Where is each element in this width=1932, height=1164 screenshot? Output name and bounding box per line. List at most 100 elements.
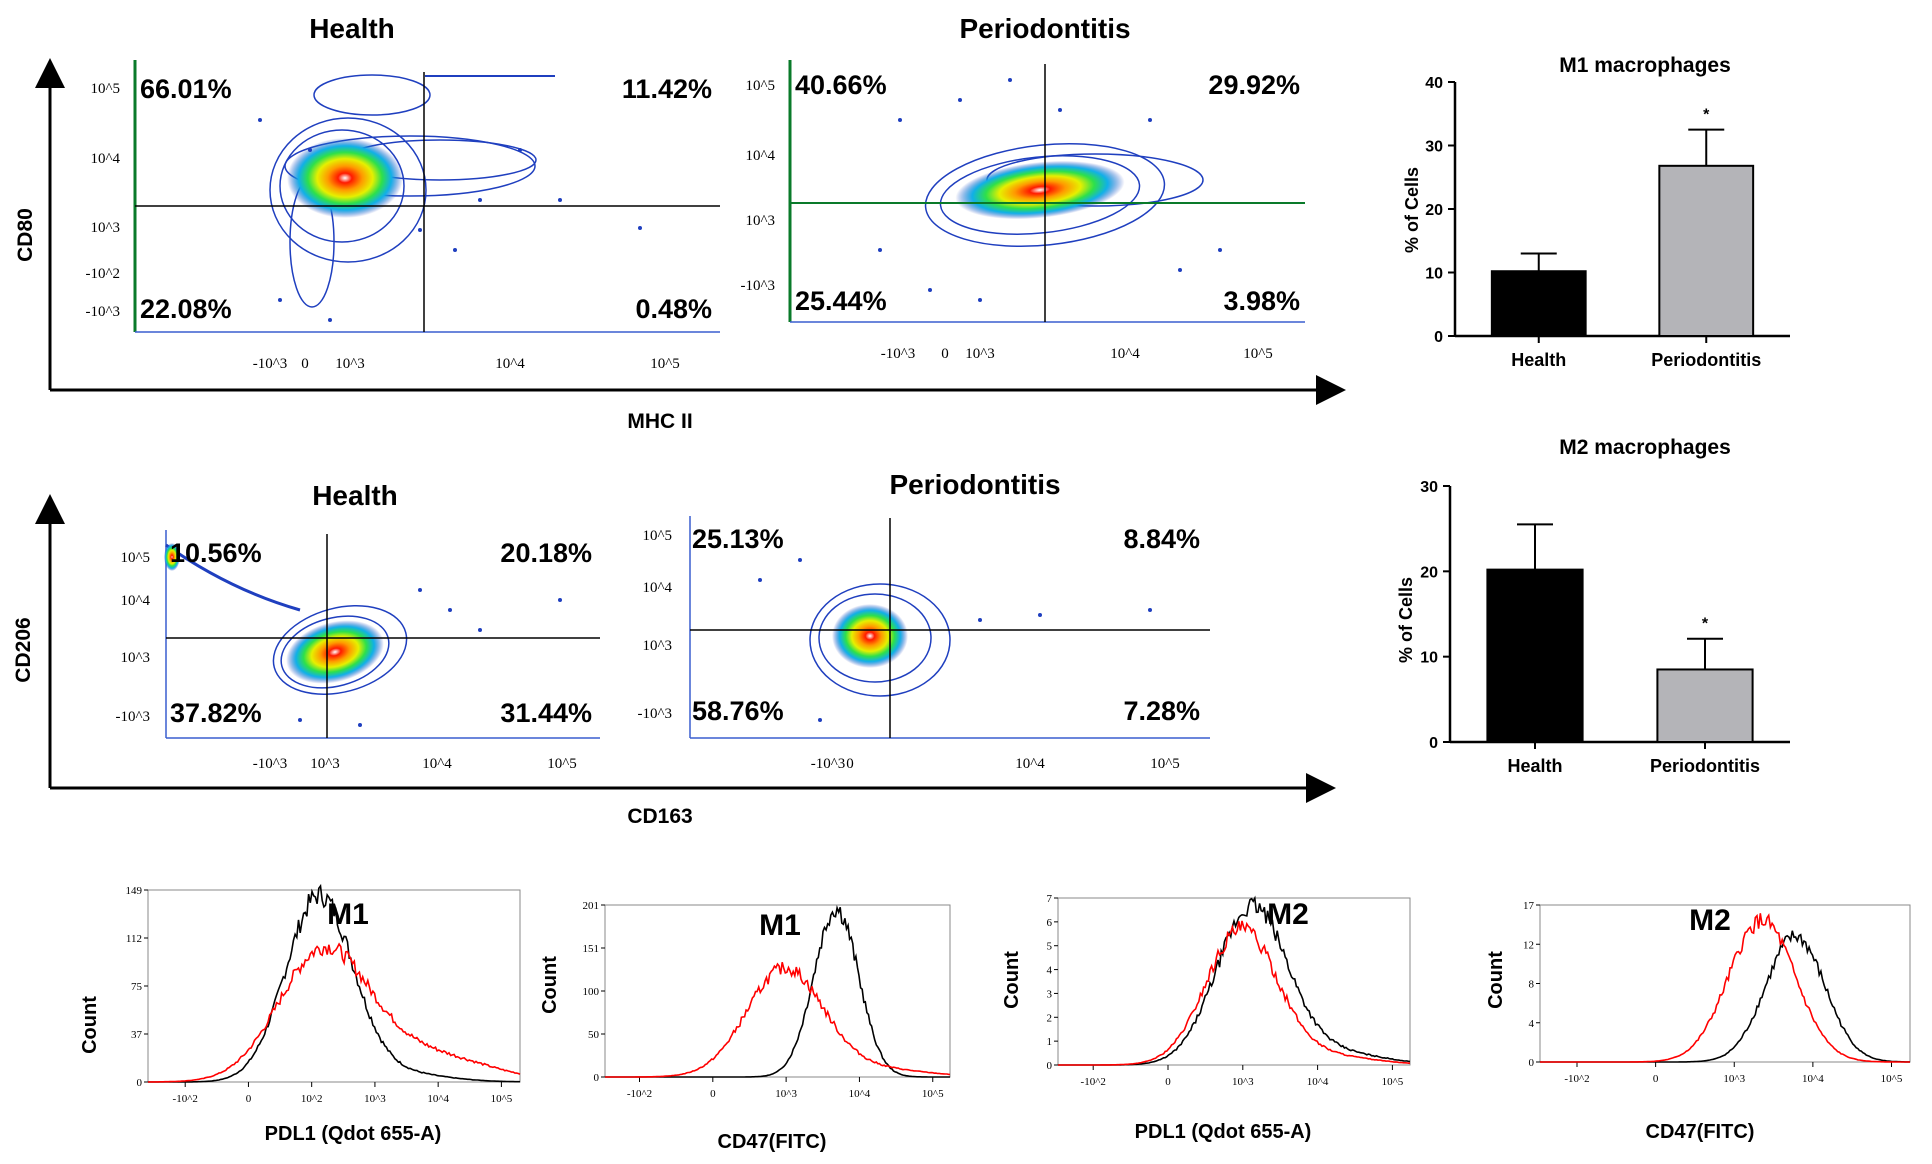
y-tick: 10^3 xyxy=(120,650,150,666)
quadrant-lower-left: 22.08% xyxy=(140,294,232,324)
y-tick: 10^3 xyxy=(745,213,775,229)
x-tick: -10^3 xyxy=(253,356,288,372)
bar xyxy=(1658,164,1755,337)
bar-y-tick-label: 10 xyxy=(1420,650,1438,667)
mid-y-axis-label: CD206 xyxy=(12,617,35,682)
quadrant-upper-right: 8.84% xyxy=(1123,524,1200,554)
histogram-y-tick-label: 0 xyxy=(594,1072,600,1084)
histogram-title: M2 xyxy=(1267,898,1309,931)
bar-y-tick-label: 20 xyxy=(1420,564,1438,581)
y-tick: 10^3 xyxy=(642,638,672,654)
histogram-y-tick-label: 7 xyxy=(1047,893,1053,905)
histogram-x-tick-label: 10^5 xyxy=(922,1088,944,1100)
bar-chart-title: M2 macrophages xyxy=(1559,436,1731,459)
bar-chart-ylabel: % of Cells xyxy=(1396,577,1416,663)
histogram-ylabel: Count xyxy=(79,996,101,1054)
bar xyxy=(1486,568,1584,743)
flow-plot-mid-perio: Periodontitis 25.13% 8.84% 58.76% 7.28% … xyxy=(637,469,1210,772)
histogram-frame xyxy=(1057,897,1411,1066)
x-tick: 10^5 xyxy=(650,356,680,372)
histogram-y-tick-label: 0 xyxy=(137,1077,143,1089)
bar-chart-title: M1 macrophages xyxy=(1559,54,1731,77)
x-tick: -10^3 xyxy=(811,756,846,772)
quadrant-lower-right: 0.48% xyxy=(635,294,712,324)
mid-x-axis-label: CD163 xyxy=(627,805,692,828)
histogram-y-tick-label: 12 xyxy=(1523,939,1534,951)
histogram-y-tick-label: 1 xyxy=(1047,1036,1053,1048)
histogram-xlabel: PDL1 (Qdot 655-A) xyxy=(265,1123,442,1145)
density-contours xyxy=(758,558,1152,722)
histogram-xlabel: PDL1 (Qdot 655-A) xyxy=(1135,1121,1312,1143)
histogram-y-tick-label: 2 xyxy=(1047,1012,1053,1024)
flow-plot-top-perio: Periodontitis 40.66% 29.92% 25.44% 3.98%… xyxy=(740,13,1305,362)
bar-chart-ylabel: % of Cells xyxy=(1402,167,1422,253)
histogram-y-tick-label: 4 xyxy=(1047,965,1053,977)
histogram-title: M2 xyxy=(1689,904,1731,937)
bar-chart-m2: M2 macrophages % of Cells 0 10 20 30 Health P… xyxy=(1396,436,1790,776)
quadrant-upper-right: 11.42% xyxy=(622,74,712,104)
x-tick: -10^3 xyxy=(881,346,916,362)
histogram-pdl1-m1: M1 PDL1 (Qdot 655-A) Count 03775112149-1… xyxy=(79,883,521,1145)
histogram-x-tick-label: -10^2 xyxy=(1081,1076,1106,1088)
plot-title: Health xyxy=(309,13,395,44)
x-tick: 10^3 xyxy=(310,756,340,772)
x-tick: 0 xyxy=(301,356,309,372)
bar xyxy=(1656,668,1754,744)
histogram-x-tick-label: 10^3 xyxy=(364,1093,386,1105)
y-tick: -10^3 xyxy=(740,278,775,294)
x-tick: 10^4 xyxy=(1015,756,1045,772)
histogram-x-tick-label: 0 xyxy=(1165,1076,1171,1088)
density-contours xyxy=(878,78,1222,302)
y-tick: 10^5 xyxy=(90,81,120,97)
histogram-x-tick-label: 10^3 xyxy=(775,1088,797,1100)
histogram-title: M1 xyxy=(759,909,801,942)
plot-title: Periodontitis xyxy=(889,469,1060,500)
bar-y-tick-label: 10 xyxy=(1425,266,1443,283)
histogram-cd47-m1: M1 CD47(FITC) Count 0 50 100 151 201 -10^2 0 10… xyxy=(539,900,951,1153)
bar-y-tick-label: 20 xyxy=(1425,202,1443,219)
quadrant-lower-right: 7.28% xyxy=(1123,696,1200,726)
histogram-y-tick-label: 0 xyxy=(1047,1060,1053,1072)
quadrant-upper-left: 10.56% xyxy=(170,538,262,568)
histogram-ylabel: Count xyxy=(1001,951,1023,1009)
quadrant-upper-left: 40.66% xyxy=(795,70,887,100)
histogram-x-tick-label: 10^4 xyxy=(427,1093,449,1105)
y-tick: 10^3 xyxy=(90,220,120,236)
y-tick: 10^5 xyxy=(745,78,775,94)
bar-category-label: Health xyxy=(1507,756,1562,776)
quadrant-upper-left: 66.01% xyxy=(140,74,232,104)
histogram-pdl1-m2: M2 PDL1 (Qdot 655-A) Count 0 1 2 3 4 5 6 7 -10^2… xyxy=(1001,893,1411,1143)
y-tick: 10^4 xyxy=(745,148,775,164)
density-contours xyxy=(258,74,642,322)
y-tick: 10^4 xyxy=(90,151,120,167)
x-tick: 0 xyxy=(846,756,854,772)
bar-y-tick-label: 0 xyxy=(1429,735,1438,752)
top-y-axis-label: CD80 xyxy=(14,208,37,262)
histogram-curve-black xyxy=(1058,895,1411,1066)
density-contours xyxy=(164,543,562,727)
histogram-cd47-m2: M2 CD47(FITC) Count 0 4 8 12 17 -10^2 0 10^3 10^… xyxy=(1485,900,1911,1143)
bar-category-label: Periodontitis xyxy=(1650,756,1760,776)
histogram-curve-black xyxy=(148,883,520,1083)
bar-y-tick-label: 0 xyxy=(1434,329,1443,346)
y-tick: -10^3 xyxy=(115,709,150,725)
x-tick: 0 xyxy=(941,346,949,362)
histogram-y-tick-label: 17 xyxy=(1523,900,1535,912)
histogram-y-tick-label: 5 xyxy=(1047,941,1053,953)
histogram-y-tick-label: 37 xyxy=(131,1029,143,1041)
plot-title: Health xyxy=(312,480,398,511)
y-tick: 10^4 xyxy=(120,593,150,609)
y-tick: 10^5 xyxy=(642,528,672,544)
histogram-x-tick-label: -10^2 xyxy=(173,1093,198,1105)
quadrant-lower-left: 37.82% xyxy=(170,698,262,728)
quadrant-upper-left: 25.13% xyxy=(692,524,784,554)
histogram-xlabel: CD47(FITC) xyxy=(1646,1121,1755,1143)
histogram-x-tick-label: -10^2 xyxy=(1564,1073,1589,1085)
quadrant-lower-right: 31.44% xyxy=(500,698,592,728)
x-tick: 10^4 xyxy=(495,356,525,372)
histogram-ylabel: Count xyxy=(1485,951,1507,1009)
histogram-x-tick-label: 10^2 xyxy=(301,1093,323,1105)
x-tick: 10^3 xyxy=(335,356,365,372)
histogram-y-tick-label: 6 xyxy=(1047,917,1053,929)
